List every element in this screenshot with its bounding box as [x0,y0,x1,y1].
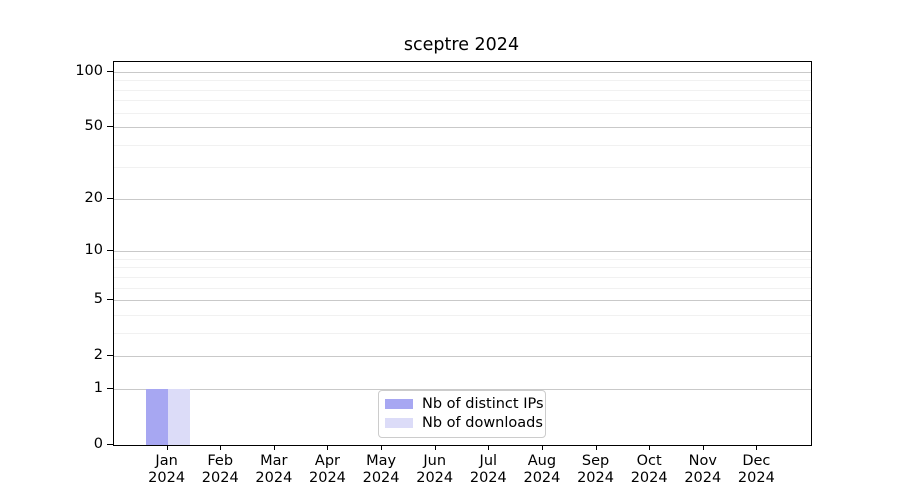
x-tick-mark [756,445,758,450]
x-tick-label: Jun 2024 [416,453,454,486]
legend-swatch-downloads [385,418,413,428]
x-tick-mark [434,445,436,450]
bar-nb-of-downloads [167,388,190,445]
x-tick-mark [166,445,168,450]
x-tick-mark [649,445,651,450]
x-tick-mark [595,445,597,450]
gridline-minor [114,258,811,260]
y-tick-mark [107,299,113,301]
gridline-minor [114,332,811,334]
y-tick-label: 5 [93,291,103,308]
y-tick-mark [107,126,113,128]
y-tick-label: 0 [93,436,103,452]
x-tick-mark [220,445,222,450]
gridline-major [114,127,811,129]
y-tick-label: 50 [84,118,103,135]
x-tick-label: Mar 2024 [255,453,293,486]
legend-item-distinct-ips: Nb of distinct IPs [385,396,544,412]
x-tick-label: Sep 2024 [577,453,614,486]
gridline-major [114,356,811,358]
x-tick-mark [702,445,704,450]
gridline-minor [114,276,811,278]
x-tick-mark [273,445,275,450]
x-tick-mark [541,445,543,450]
legend-item-downloads: Nb of downloads [385,415,543,431]
legend-label-distinct-ips: Nb of distinct IPs [422,396,544,412]
x-tick-label: Feb 2024 [201,453,239,486]
gridline-minor [114,314,811,316]
legend: Nb of distinct IPs Nb of downloads [378,390,546,438]
bar-nb-of-distinct-ips [145,388,168,445]
x-tick-label: May 2024 [362,453,400,486]
y-tick-mark [107,250,113,252]
gridline-minor [114,267,811,269]
gridline-minor [114,287,811,289]
y-tick-label: 100 [75,62,103,79]
x-tick-label: Aug 2024 [523,453,561,486]
gridline-minor [114,144,811,146]
y-tick-mark [107,387,113,389]
gridline-major [114,300,811,302]
y-tick-label: 1 [93,379,103,396]
y-tick-mark [107,355,113,357]
x-tick-mark [327,445,329,450]
legend-swatch-distinct-ips [385,399,413,409]
x-tick-label: Dec 2024 [737,453,775,486]
x-tick-label: Jul 2024 [469,453,507,486]
x-tick-label: Oct 2024 [630,453,668,486]
y-tick-label: 2 [93,347,103,364]
x-tick-label: Apr 2024 [309,453,346,486]
gridline-major [114,71,811,73]
gridline-major [114,388,811,390]
plot-area [113,61,812,446]
y-tick-label: 20 [84,189,103,206]
y-tick-mark [107,444,113,445]
x-tick-label: Nov 2024 [684,453,722,486]
gridline-minor [114,80,811,82]
y-tick-mark [107,197,113,199]
legend-label-downloads: Nb of downloads [422,415,543,431]
gridline-major [114,198,811,200]
x-tick-mark [488,445,490,450]
gridline-minor [114,112,811,114]
x-tick-mark [381,445,383,450]
gridline-major [114,251,811,253]
gridline-minor [114,167,811,169]
x-tick-label: Jan 2024 [148,453,186,486]
y-tick-label: 10 [84,242,103,259]
y-tick-mark [107,70,113,72]
gridline-minor [114,100,811,102]
gridline-minor [114,89,811,91]
chart-title: sceptre 2024 [403,35,520,55]
